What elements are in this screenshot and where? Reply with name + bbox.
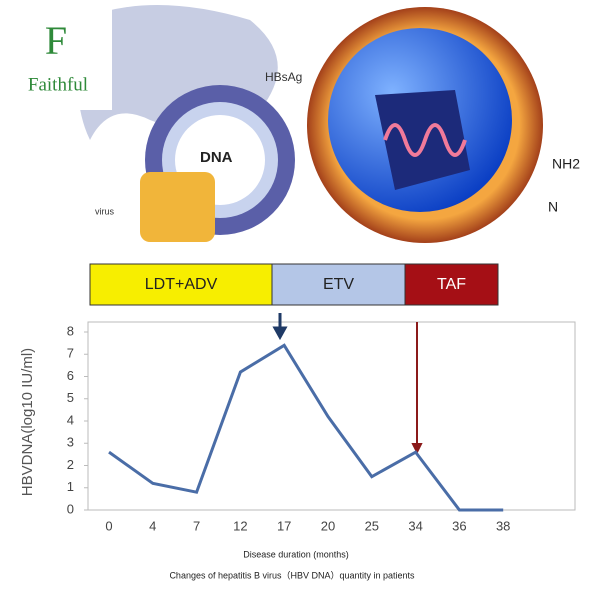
x-tick-label: 34 [408, 518, 422, 533]
y-tick-label: 5 [67, 390, 74, 405]
genome [383, 123, 467, 157]
x-tick-label: 4 [149, 518, 156, 533]
y-tick-label: 4 [67, 412, 74, 427]
capsid-cut [140, 172, 215, 242]
logo-mark: F [45, 18, 67, 63]
label: N [548, 199, 558, 215]
x-axis-label: Disease duration (months) [243, 549, 349, 559]
x-tick-label: 38 [496, 518, 510, 533]
x-tick-label: 7 [193, 518, 200, 533]
chart-title: Changes of hepatitis B virus（HBV DNA）qua… [169, 570, 415, 580]
phase-bar [271, 263, 406, 306]
y-tick-label: 7 [67, 346, 74, 361]
arrow [272, 313, 288, 341]
label: HBsAg [265, 70, 302, 84]
y-tick-label: 6 [67, 368, 74, 383]
label: DNA [200, 149, 233, 166]
y-tick-label: 0 [67, 501, 74, 516]
genome-box [375, 90, 470, 190]
x-tick-label: 25 [365, 518, 379, 533]
y-tick-label: 8 [67, 323, 74, 338]
label: virus [95, 206, 115, 216]
x-tick-label: 17 [277, 518, 291, 533]
y-tick-label: 3 [67, 435, 74, 450]
illustration: F Faithful HBsAg DNA virus NH2 N [0, 0, 600, 245]
label: NH2 [552, 156, 580, 172]
x-tick-label: 0 [105, 518, 112, 533]
phase-bar [89, 263, 273, 306]
y-tick-label: 1 [67, 479, 74, 494]
y-tick-label: 2 [67, 457, 74, 472]
x-tick-label: 12 [233, 518, 247, 533]
phase-bar [404, 263, 499, 306]
phase-label: LDT+ADV [145, 276, 218, 293]
plot-frame [87, 321, 576, 511]
x-tick-label: 20 [321, 518, 335, 533]
phase-label: TAF [437, 276, 466, 293]
logo-box [0, 0, 112, 110]
data-line [108, 343, 504, 512]
y-axis-label: HBVDNA(log10 IU/ml) [19, 348, 36, 496]
x-tick-label: 36 [452, 518, 466, 533]
arrow [411, 322, 423, 455]
brand: Faithful [28, 74, 88, 95]
phase-label: ETV [323, 276, 354, 293]
